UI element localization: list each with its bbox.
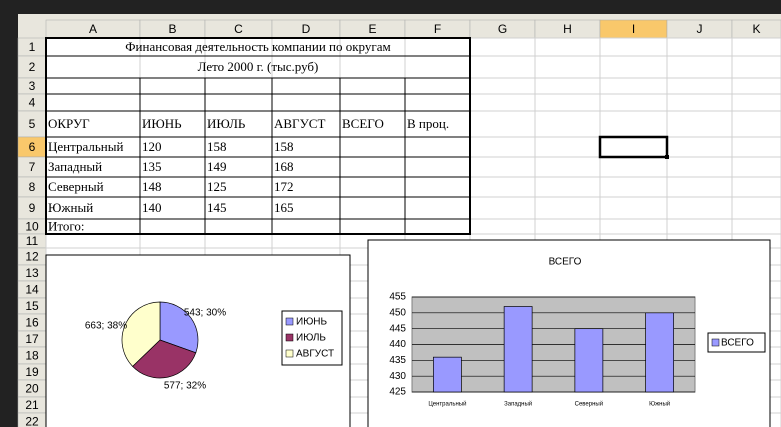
cell: 140 bbox=[142, 200, 162, 215]
y-tick-label: 455 bbox=[389, 292, 406, 303]
row-label: 11 bbox=[26, 234, 39, 248]
pie-label: 577; 32% bbox=[164, 381, 206, 392]
row-label: 2 bbox=[29, 60, 36, 74]
cell: 172 bbox=[274, 179, 294, 194]
legend-label: ИЮЛЬ bbox=[296, 333, 326, 344]
cell: Северный bbox=[48, 179, 104, 194]
pie-slice bbox=[121, 301, 161, 367]
legend-swatch bbox=[711, 338, 720, 347]
legend-swatch bbox=[285, 317, 294, 326]
cell: 158 bbox=[274, 139, 294, 154]
row-label: 21 bbox=[25, 398, 39, 412]
column-label: J bbox=[697, 22, 703, 36]
cell: 125 bbox=[207, 179, 227, 194]
table-outline bbox=[45, 37, 471, 235]
header-cell: ВСЕГО bbox=[342, 116, 384, 131]
row-label: 14 bbox=[25, 283, 39, 297]
y-tick-label: 435 bbox=[389, 355, 406, 366]
y-tick-label: 445 bbox=[389, 323, 406, 334]
row-label: 10 bbox=[25, 220, 39, 234]
row-label: 19 bbox=[25, 365, 39, 379]
x-tick-label: Северный bbox=[575, 401, 603, 408]
left-bar bbox=[0, 14, 18, 427]
legend-swatch bbox=[285, 333, 294, 342]
cell: 145 bbox=[207, 200, 227, 215]
cell: Центральный bbox=[48, 139, 123, 154]
row-label: 17 bbox=[25, 332, 39, 346]
bar bbox=[574, 328, 604, 393]
column-label: G bbox=[498, 22, 507, 36]
row-label: 18 bbox=[25, 349, 39, 363]
row-label: 15 bbox=[25, 299, 39, 313]
row-label: 7 bbox=[29, 160, 36, 174]
cell: 168 bbox=[274, 159, 294, 174]
header-cell: ИЮЛЬ bbox=[207, 116, 246, 131]
pie-slice bbox=[159, 301, 199, 354]
row-label: 16 bbox=[25, 316, 39, 330]
top-bar bbox=[0, 0, 781, 14]
row-label: 20 bbox=[25, 382, 39, 396]
legend-label: ВСЕГО bbox=[721, 338, 754, 349]
y-tick-label: 430 bbox=[389, 371, 406, 382]
header-cell: АВГУСТ bbox=[274, 116, 325, 131]
column-label: C bbox=[234, 22, 243, 36]
row-label: 3 bbox=[29, 79, 36, 93]
legend-label: АВГУСТ bbox=[296, 349, 334, 360]
cell: 149 bbox=[207, 159, 227, 174]
bar bbox=[645, 312, 674, 393]
x-tick-label: Западный bbox=[504, 401, 532, 408]
row-label: 13 bbox=[25, 266, 39, 280]
pie-slice bbox=[132, 339, 197, 379]
column-label: K bbox=[752, 22, 760, 36]
column-label: I bbox=[632, 22, 635, 36]
cell: Западный bbox=[48, 159, 102, 174]
row-label: 9 bbox=[29, 201, 36, 215]
row-label: 6 bbox=[29, 140, 36, 154]
column-label: E bbox=[368, 22, 376, 36]
row-label: 4 bbox=[29, 96, 36, 110]
y-tick-label: 450 bbox=[389, 307, 406, 318]
pie-label: 543; 30% bbox=[184, 308, 226, 319]
row-label: 22 bbox=[25, 415, 39, 427]
bar-legend bbox=[707, 332, 766, 353]
bar bbox=[503, 306, 533, 393]
cell: 120 bbox=[142, 139, 162, 154]
legend-label: ИЮНЬ bbox=[296, 317, 328, 328]
column-label: B bbox=[168, 22, 176, 36]
y-tick-label: 425 bbox=[389, 387, 406, 398]
row-label: 8 bbox=[29, 180, 36, 194]
x-tick-label: Южный bbox=[649, 401, 670, 408]
cell: Южный bbox=[48, 200, 93, 215]
cell: 158 bbox=[207, 139, 227, 154]
bar bbox=[433, 356, 462, 393]
column-label: F bbox=[434, 22, 441, 36]
bar-title: ВСЕГО bbox=[549, 257, 582, 268]
header-cell: ОКРУГ bbox=[48, 116, 90, 131]
pie-label: 663; 38% bbox=[85, 321, 127, 332]
header-cell: В проц. bbox=[407, 116, 449, 131]
row-header bbox=[17, 110, 47, 138]
y-tick-label: 440 bbox=[389, 339, 406, 350]
cell: 165 bbox=[274, 200, 294, 215]
column-label: D bbox=[302, 22, 311, 36]
header-cell: ИЮНЬ bbox=[142, 116, 182, 131]
column-label: A bbox=[89, 22, 97, 36]
column-label: H bbox=[563, 22, 572, 36]
sheet-title: Финансовая деятельность компании по окру… bbox=[125, 39, 390, 54]
row-label: 5 bbox=[29, 117, 36, 131]
cell: 148 bbox=[142, 179, 162, 194]
cell: 135 bbox=[142, 159, 162, 174]
fill-handle bbox=[665, 155, 669, 159]
total-label: Итого: bbox=[48, 218, 85, 233]
sheet-subtitle: Лето 2000 г. (тыс.руб) bbox=[198, 59, 319, 74]
row-label: 12 bbox=[25, 250, 39, 264]
selected-cell[interactable] bbox=[598, 135, 669, 159]
legend-swatch bbox=[285, 349, 294, 358]
row-label: 1 bbox=[29, 40, 36, 54]
x-tick-label: Центральный bbox=[428, 401, 466, 408]
